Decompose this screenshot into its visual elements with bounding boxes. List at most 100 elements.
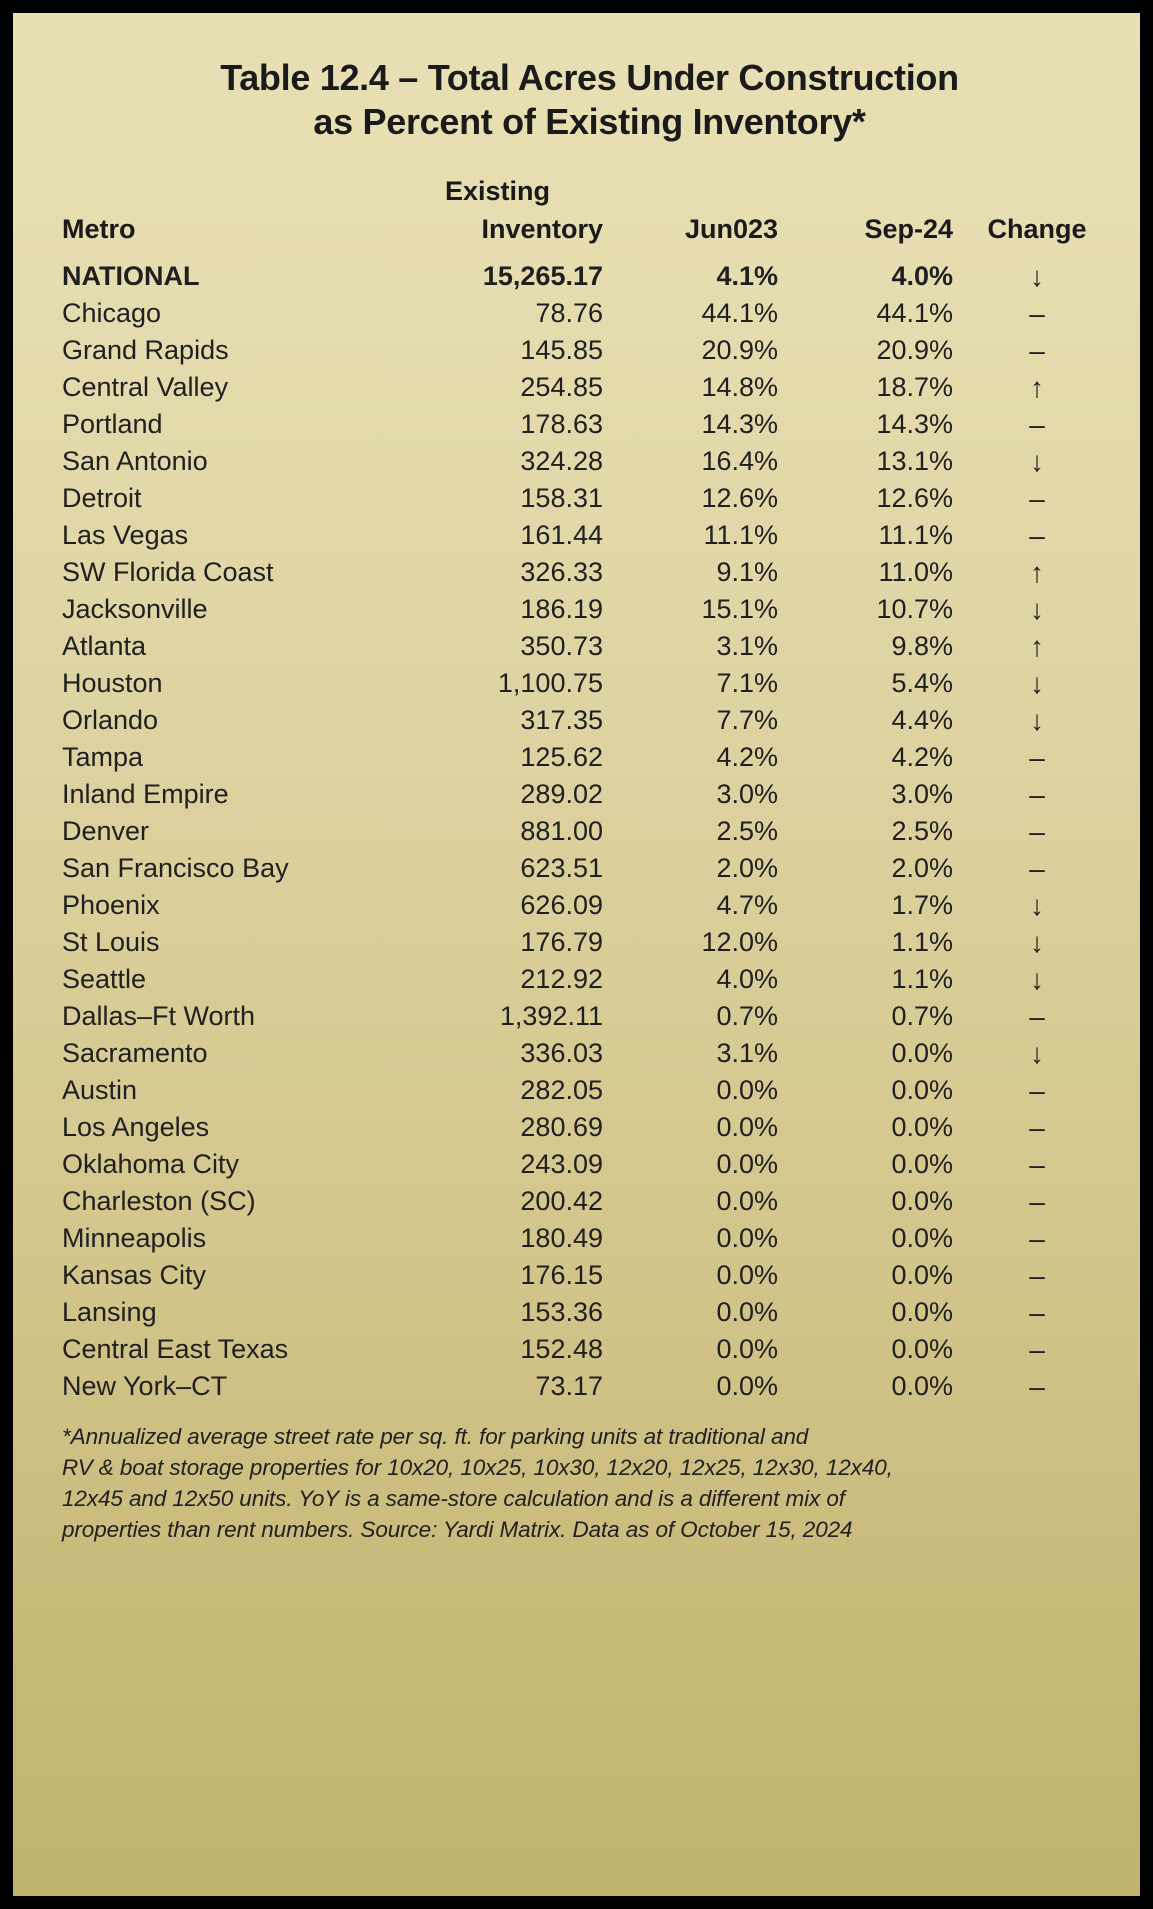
cell-metro: St Louis bbox=[62, 927, 160, 957]
cell-change: – bbox=[1029, 1112, 1045, 1143]
cell-metro: San Francisco Bay bbox=[62, 853, 289, 883]
cell-metro: Los Angeles bbox=[62, 1112, 210, 1142]
cell-change: – bbox=[1029, 1297, 1045, 1328]
table-row: New York–CT 73.17 0.0% 0.0% – bbox=[62, 1368, 1117, 1405]
table-row: Orlando 317.35 7.7% 4.4% ↓ bbox=[62, 702, 1117, 739]
cell-metro: Chicago bbox=[62, 298, 162, 328]
table-row: Charleston (SC) 200.42 0.0% 0.0% – bbox=[62, 1183, 1117, 1220]
footnote-line-1: *Annualized average street rate per sq. … bbox=[62, 1424, 809, 1449]
table-row: Atlanta 350.73 3.1% 9.8% ↑ bbox=[62, 628, 1117, 665]
cell-existing-inventory: 324.28 bbox=[520, 446, 603, 476]
cell-change: – bbox=[1029, 1334, 1045, 1365]
page-title-line-1: Table 12.4 – Total Acres Under Construct… bbox=[220, 57, 959, 98]
cell-sep: 13.1% bbox=[876, 446, 953, 476]
cell-existing-inventory: 15,265.17 bbox=[482, 261, 603, 291]
column-header-existing-inventory: Existing Inventory bbox=[392, 172, 607, 252]
cell-existing-inventory: 623.51 bbox=[520, 853, 603, 883]
cell-sep: 0.7% bbox=[891, 1001, 953, 1031]
cell-jun: 9.1% bbox=[716, 557, 778, 587]
cell-metro: Portland bbox=[62, 409, 163, 439]
cell-change: ↑ bbox=[1030, 372, 1044, 403]
cell-change: – bbox=[1029, 1149, 1045, 1180]
column-header-existing: Existing bbox=[444, 176, 551, 206]
cell-sep: 11.1% bbox=[878, 520, 953, 550]
cell-change: ↓ bbox=[1030, 964, 1044, 995]
cell-jun: 0.0% bbox=[716, 1297, 778, 1327]
cell-change: – bbox=[1029, 1186, 1045, 1217]
acres-under-construction-table: Metro Existing Inventory Jun023 Sep-24 C… bbox=[62, 172, 1117, 1405]
cell-metro: Inland Empire bbox=[62, 779, 229, 809]
cell-jun: 12.0% bbox=[701, 927, 778, 957]
cell-metro: Houston bbox=[62, 668, 163, 698]
cell-change: – bbox=[1029, 298, 1045, 329]
cell-existing-inventory: 626.09 bbox=[520, 890, 603, 920]
cell-existing-inventory: 336.03 bbox=[520, 1038, 603, 1068]
cell-change: ↓ bbox=[1030, 261, 1044, 292]
cell-existing-inventory: 176.79 bbox=[520, 927, 603, 957]
cell-jun: 0.0% bbox=[716, 1112, 778, 1142]
cell-sep: 2.0% bbox=[891, 853, 953, 883]
cell-change: ↓ bbox=[1030, 927, 1044, 958]
table-row: Phoenix 626.09 4.7% 1.7% ↓ bbox=[62, 887, 1117, 924]
cell-metro: Detroit bbox=[62, 483, 142, 513]
cell-jun: 4.0% bbox=[716, 964, 778, 994]
cell-sep: 20.9% bbox=[876, 335, 953, 365]
table-row: Oklahoma City 243.09 0.0% 0.0% – bbox=[62, 1146, 1117, 1183]
cell-jun: 7.1% bbox=[716, 668, 778, 698]
cell-existing-inventory: 180.49 bbox=[520, 1223, 603, 1253]
cell-existing-inventory: 326.33 bbox=[520, 557, 603, 587]
cell-jun: 0.0% bbox=[716, 1075, 778, 1105]
cell-jun: 16.4% bbox=[701, 446, 778, 476]
cell-existing-inventory: 243.09 bbox=[520, 1149, 603, 1179]
cell-metro: Grand Rapids bbox=[62, 335, 229, 365]
table-content: Table 12.4 – Total Acres Under Construct… bbox=[26, 26, 1153, 1909]
cell-existing-inventory: 212.92 bbox=[520, 964, 603, 994]
cell-metro: New York–CT bbox=[62, 1371, 228, 1401]
cell-metro: Oklahoma City bbox=[62, 1149, 240, 1179]
cell-sep: 0.0% bbox=[891, 1075, 953, 1105]
cell-existing-inventory: 282.05 bbox=[520, 1075, 603, 1105]
cell-sep: 44.1% bbox=[876, 298, 953, 328]
page-title-line-2: as Percent of Existing Inventory* bbox=[313, 101, 866, 142]
cell-change: – bbox=[1029, 483, 1045, 514]
cell-change: ↑ bbox=[1030, 631, 1044, 662]
cell-metro: Seattle bbox=[62, 964, 147, 994]
cell-existing-inventory: 73.17 bbox=[535, 1371, 603, 1401]
table-row: Kansas City 176.15 0.0% 0.0% – bbox=[62, 1257, 1117, 1294]
cell-sep: 3.0% bbox=[891, 779, 953, 809]
cell-metro: SW Florida Coast bbox=[62, 557, 274, 587]
cell-existing-inventory: 178.63 bbox=[520, 409, 603, 439]
cell-jun: 14.3% bbox=[701, 409, 778, 439]
table-row: Seattle 212.92 4.0% 1.1% ↓ bbox=[62, 961, 1117, 998]
cell-sep: 0.0% bbox=[891, 1149, 953, 1179]
table-row: Tampa 125.62 4.2% 4.2% – bbox=[62, 739, 1117, 776]
cell-jun: 0.0% bbox=[716, 1371, 778, 1401]
cell-change: ↑ bbox=[1030, 557, 1044, 588]
table-row: Houston 1,100.75 7.1% 5.4% ↓ bbox=[62, 665, 1117, 702]
cell-change: – bbox=[1029, 1260, 1045, 1291]
table-row: San Francisco Bay 623.51 2.0% 2.0% – bbox=[62, 850, 1117, 887]
column-header-jun: Jun023 bbox=[684, 214, 778, 244]
cell-jun: 20.9% bbox=[701, 335, 778, 365]
cell-metro: Denver bbox=[62, 816, 150, 846]
cell-sep: 0.0% bbox=[891, 1371, 953, 1401]
cell-sep: 0.0% bbox=[891, 1112, 953, 1142]
cell-metro: Atlanta bbox=[62, 631, 147, 661]
cell-sep: 4.0% bbox=[891, 261, 953, 291]
cell-sep: 0.0% bbox=[891, 1186, 953, 1216]
cell-metro: Charleston (SC) bbox=[62, 1186, 256, 1216]
table-row: Minneapolis 180.49 0.0% 0.0% – bbox=[62, 1220, 1117, 1257]
table-header-row: Metro Existing Inventory Jun023 Sep-24 C… bbox=[62, 172, 1117, 252]
cell-jun: 3.0% bbox=[716, 779, 778, 809]
cell-sep: 0.0% bbox=[891, 1334, 953, 1364]
cell-change: ↓ bbox=[1030, 446, 1044, 477]
cell-change: – bbox=[1029, 853, 1045, 884]
table-row: Central East Texas 152.48 0.0% 0.0% – bbox=[62, 1331, 1117, 1368]
cell-sep: 11.0% bbox=[878, 557, 953, 587]
cell-jun: 0.0% bbox=[716, 1223, 778, 1253]
table-row: NATIONAL 15,265.17 4.1% 4.0% ↓ bbox=[62, 252, 1117, 295]
cell-sep: 1.7% bbox=[891, 890, 953, 920]
cell-existing-inventory: 200.42 bbox=[520, 1186, 603, 1216]
column-header-sep: Sep-24 bbox=[864, 214, 953, 244]
